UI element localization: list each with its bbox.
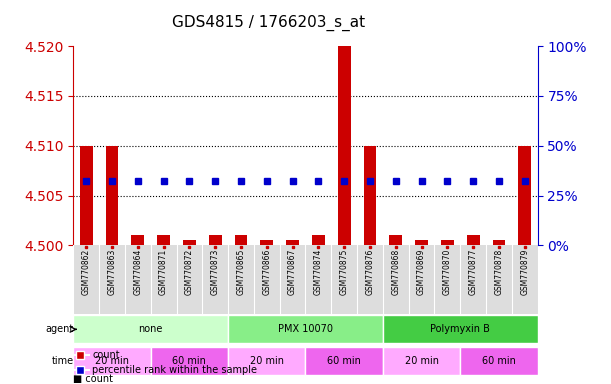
Bar bbox=[209, 235, 222, 245]
Text: GSM770866: GSM770866 bbox=[262, 249, 271, 295]
Text: 20 min: 20 min bbox=[250, 356, 284, 366]
Bar bbox=[235, 235, 247, 245]
FancyBboxPatch shape bbox=[228, 347, 306, 375]
Bar bbox=[260, 240, 273, 245]
FancyBboxPatch shape bbox=[306, 347, 383, 375]
Bar bbox=[286, 240, 299, 245]
Text: GSM770870: GSM770870 bbox=[443, 249, 452, 295]
Text: GSM770876: GSM770876 bbox=[365, 249, 375, 295]
Bar bbox=[131, 235, 144, 245]
FancyBboxPatch shape bbox=[73, 315, 228, 343]
Text: GSM770865: GSM770865 bbox=[236, 249, 246, 295]
Text: GSM770877: GSM770877 bbox=[469, 249, 478, 295]
Text: GSM770868: GSM770868 bbox=[391, 249, 400, 295]
Text: GSM770862: GSM770862 bbox=[82, 249, 90, 295]
FancyBboxPatch shape bbox=[228, 315, 383, 343]
Text: GSM770867: GSM770867 bbox=[288, 249, 297, 295]
Text: GSM770863: GSM770863 bbox=[108, 249, 117, 295]
Bar bbox=[106, 146, 119, 245]
Text: 20 min: 20 min bbox=[95, 356, 129, 366]
Text: GSM770879: GSM770879 bbox=[521, 249, 529, 295]
Text: GSM770869: GSM770869 bbox=[417, 249, 426, 295]
Bar bbox=[441, 240, 454, 245]
Bar bbox=[157, 235, 170, 245]
Bar bbox=[518, 146, 531, 245]
Text: 60 min: 60 min bbox=[482, 356, 516, 366]
Text: GSM770878: GSM770878 bbox=[494, 249, 503, 295]
Text: GSM770872: GSM770872 bbox=[185, 249, 194, 295]
Text: Polymyxin B: Polymyxin B bbox=[430, 324, 490, 334]
Text: GSM770871: GSM770871 bbox=[159, 249, 168, 295]
FancyBboxPatch shape bbox=[383, 347, 460, 375]
Text: agent: agent bbox=[46, 324, 74, 334]
Text: 60 min: 60 min bbox=[327, 356, 361, 366]
Text: GSM770864: GSM770864 bbox=[133, 249, 142, 295]
FancyBboxPatch shape bbox=[460, 347, 538, 375]
Text: 20 min: 20 min bbox=[404, 356, 439, 366]
Text: 60 min: 60 min bbox=[172, 356, 207, 366]
Text: time: time bbox=[52, 356, 74, 366]
FancyBboxPatch shape bbox=[383, 315, 538, 343]
Text: PMX 10070: PMX 10070 bbox=[278, 324, 333, 334]
Text: none: none bbox=[139, 324, 163, 334]
Bar bbox=[80, 146, 93, 245]
Bar bbox=[364, 146, 376, 245]
Bar bbox=[415, 240, 428, 245]
Text: ■ count
■ percentile rank within the sample: ■ count ■ percentile rank within the sam… bbox=[73, 374, 251, 384]
Bar bbox=[312, 235, 325, 245]
Text: GSM770875: GSM770875 bbox=[340, 249, 349, 295]
Bar bbox=[492, 240, 505, 245]
Bar bbox=[338, 46, 351, 245]
FancyBboxPatch shape bbox=[73, 347, 151, 375]
Text: GSM770873: GSM770873 bbox=[211, 249, 220, 295]
Legend: count, percentile rank within the sample: count, percentile rank within the sample bbox=[66, 346, 261, 379]
Text: GDS4815 / 1766203_s_at: GDS4815 / 1766203_s_at bbox=[172, 15, 365, 31]
Bar bbox=[467, 235, 480, 245]
Text: GSM770874: GSM770874 bbox=[314, 249, 323, 295]
FancyBboxPatch shape bbox=[151, 347, 228, 375]
Bar bbox=[183, 240, 196, 245]
Bar bbox=[389, 235, 402, 245]
